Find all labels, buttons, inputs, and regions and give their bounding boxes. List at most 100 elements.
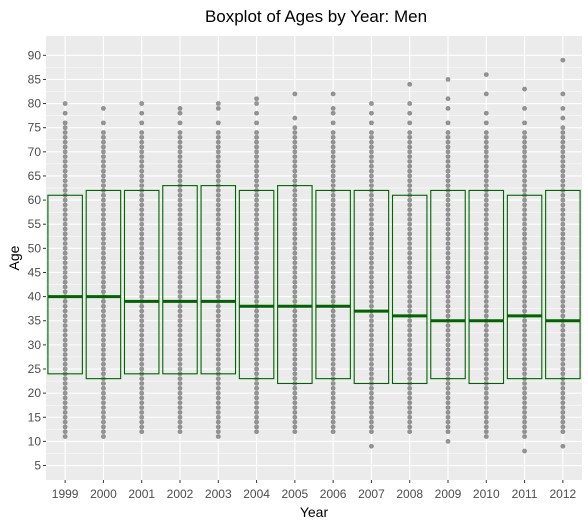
data-point — [292, 385, 298, 391]
data-point — [177, 366, 183, 372]
data-point — [407, 245, 413, 251]
data-point — [445, 361, 451, 367]
data-point — [215, 313, 221, 319]
data-point — [292, 236, 298, 242]
data-point — [483, 390, 489, 396]
y-tick-label: 40 — [28, 290, 42, 304]
data-point — [483, 260, 489, 266]
data-point — [139, 178, 145, 184]
data-point — [483, 231, 489, 237]
data-point — [139, 168, 145, 174]
data-point — [254, 236, 259, 242]
data-point — [522, 284, 527, 290]
data-point — [101, 274, 106, 280]
data-point — [407, 318, 413, 324]
data-point — [369, 245, 374, 251]
data-point — [369, 255, 374, 261]
data-point — [177, 188, 183, 193]
data-point — [139, 289, 145, 295]
data-point — [369, 130, 374, 135]
data-point — [407, 390, 413, 396]
data-point — [407, 144, 413, 150]
data-point — [483, 236, 489, 242]
data-point — [62, 342, 68, 348]
data-point — [292, 318, 298, 324]
data-point — [139, 245, 145, 251]
data-points — [62, 57, 566, 454]
data-point — [369, 226, 374, 232]
data-point — [177, 110, 183, 116]
data-point — [560, 134, 566, 140]
data-point — [330, 270, 336, 275]
data-point — [560, 299, 566, 304]
data-point — [254, 347, 259, 353]
data-point — [330, 245, 336, 251]
data-point — [62, 308, 68, 314]
x-tick-label: 2006 — [320, 487, 347, 501]
data-point — [292, 154, 298, 160]
y-tick-label: 5 — [34, 459, 41, 473]
data-point — [369, 294, 374, 300]
data-point — [445, 390, 451, 396]
data-point — [254, 260, 259, 266]
data-point — [330, 202, 336, 208]
data-point — [522, 337, 527, 343]
data-point — [522, 434, 527, 439]
y-tick-label: 15 — [28, 410, 42, 424]
data-point — [407, 270, 413, 275]
data-point — [62, 197, 68, 203]
data-point — [292, 149, 298, 155]
data-point — [522, 294, 527, 300]
data-point — [407, 279, 413, 285]
data-point — [215, 130, 221, 135]
data-point — [139, 361, 145, 367]
data-point — [522, 347, 527, 353]
data-point — [330, 144, 336, 150]
data-point — [254, 120, 259, 126]
data-point — [215, 207, 221, 213]
data-point — [254, 366, 259, 372]
data-point — [369, 303, 374, 309]
data-point — [445, 192, 451, 198]
data-point — [407, 221, 413, 227]
data-point — [139, 381, 145, 386]
data-point — [369, 385, 374, 391]
data-point — [62, 134, 68, 140]
data-point — [483, 400, 489, 406]
data-point — [215, 327, 221, 333]
data-point — [369, 327, 374, 333]
data-point — [330, 289, 336, 295]
data-point — [101, 390, 106, 396]
data-point — [139, 192, 145, 198]
data-point — [139, 366, 145, 372]
data-point — [407, 352, 413, 357]
data-point — [560, 342, 566, 348]
data-point — [522, 395, 527, 401]
data-point — [177, 120, 183, 126]
data-point — [522, 356, 527, 362]
data-point — [369, 270, 374, 275]
data-point — [522, 419, 527, 425]
data-point — [369, 197, 374, 203]
data-point — [101, 405, 106, 411]
data-point — [330, 366, 336, 372]
data-point — [560, 168, 566, 174]
data-point — [483, 192, 489, 198]
data-point — [407, 81, 413, 87]
data-point — [62, 414, 68, 420]
data-point — [62, 376, 68, 382]
data-point — [483, 289, 489, 295]
y-tick-label: 85 — [28, 72, 42, 86]
data-point — [483, 434, 489, 439]
data-point — [292, 274, 298, 280]
data-point — [139, 308, 145, 314]
box-2009 — [430, 189, 466, 380]
data-point — [330, 284, 336, 290]
data-point — [483, 144, 489, 150]
data-point — [62, 385, 68, 391]
data-point — [522, 212, 527, 217]
data-point — [254, 270, 259, 275]
data-point — [330, 183, 336, 189]
box-2010 — [468, 189, 505, 385]
data-point — [522, 385, 527, 391]
